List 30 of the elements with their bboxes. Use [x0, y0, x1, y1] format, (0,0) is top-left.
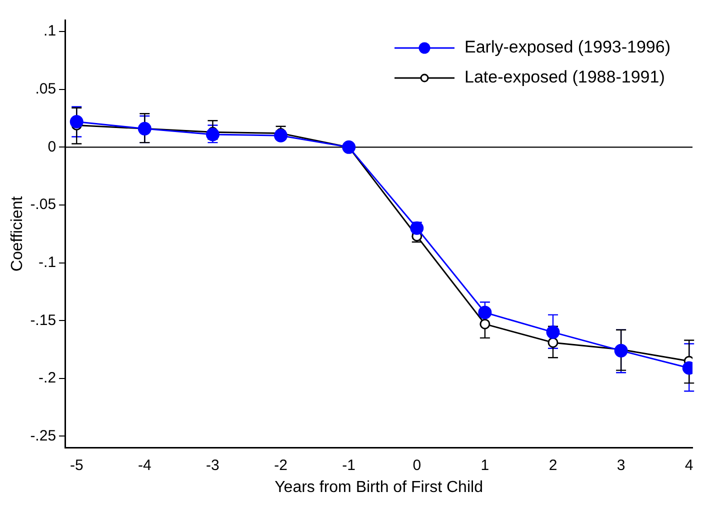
x-tick-label: -2 — [274, 456, 288, 474]
point — [614, 344, 628, 358]
y-axis-title: Coefficient — [9, 196, 26, 272]
y-tick-label: -.25 — [30, 427, 56, 444]
legend-label: Late-exposed (1988-1991) — [464, 68, 665, 87]
point — [274, 128, 288, 142]
y-tick-label: -.2 — [38, 370, 56, 387]
point — [478, 306, 492, 320]
y-tick-label: .05 — [35, 80, 56, 98]
y-tick-label: .1 — [44, 22, 56, 40]
y-tick-label: -.15 — [30, 312, 56, 329]
x-tick-label: -3 — [206, 456, 220, 474]
point — [480, 318, 490, 330]
x-tick-label: 2 — [548, 456, 558, 474]
y-tick-label: -.05 — [30, 196, 56, 214]
point — [548, 337, 558, 348]
point — [546, 325, 560, 339]
x-tick-label: 4 — [684, 456, 694, 474]
x-tick-label: -5 — [70, 456, 84, 474]
y-tick-label: -.1 — [38, 254, 56, 271]
x-tick-label: -4 — [138, 456, 152, 474]
x-tick-label: -1 — [342, 456, 356, 474]
x-tick-label: 1 — [480, 456, 490, 474]
x-axis-title: Years from Birth of First Child — [274, 478, 483, 496]
legend-label: Early-exposed (1993-1996) — [464, 38, 671, 57]
y-tick-label: 0 — [48, 138, 56, 156]
x-tick-label: 0 — [412, 456, 422, 474]
point — [206, 128, 220, 142]
point — [70, 114, 84, 128]
x-tick-label: 3 — [616, 456, 626, 474]
